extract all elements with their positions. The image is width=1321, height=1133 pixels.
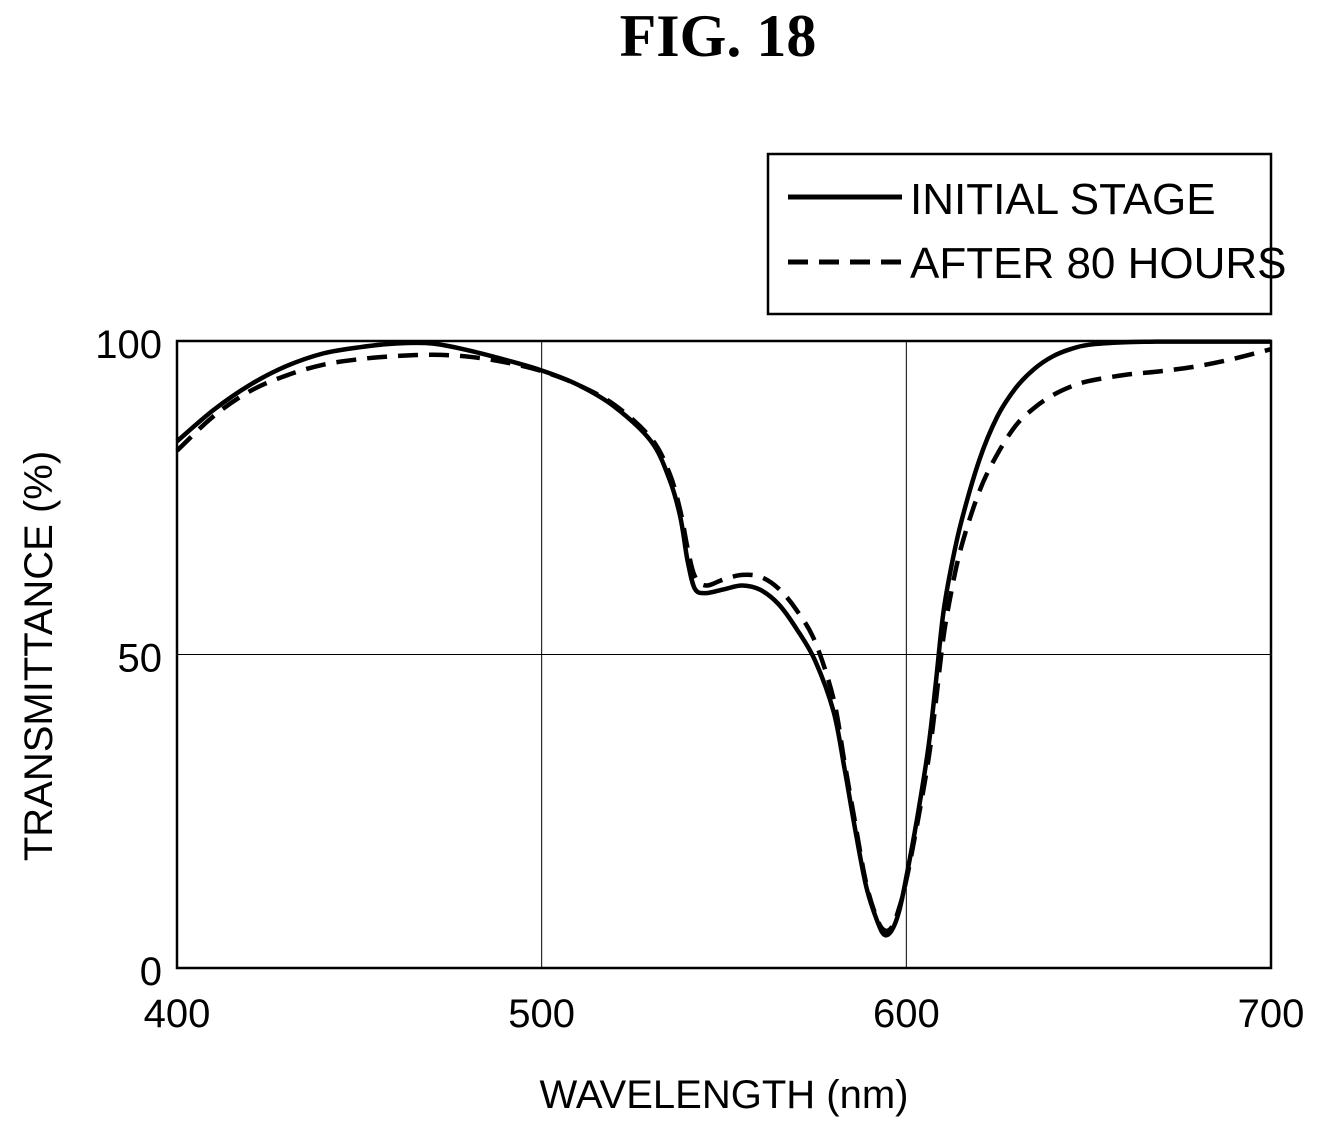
series-line-after-80-hours <box>175 347 1272 934</box>
grid-layer <box>177 341 1271 968</box>
x-axis-label: WAVELENGTH (nm) <box>540 1073 909 1117</box>
figure-title: FIG. 18 <box>619 3 817 69</box>
x-tick-label-600: 600 <box>873 992 940 1036</box>
x-tick-label-500: 500 <box>508 992 575 1036</box>
legend-label-initial-stage: INITIAL STAGE <box>910 175 1216 224</box>
series-line-initial-stage <box>175 339 1271 938</box>
legend-box <box>766 152 1273 316</box>
x-tick-label-400: 400 <box>144 992 211 1036</box>
plot-frame <box>175 339 1273 970</box>
series-layer <box>175 339 1272 938</box>
x-tick-label-700: 700 <box>1238 992 1305 1036</box>
legend: INITIAL STAGE AFTER 80 HOURS <box>766 152 1287 316</box>
y-tick-label-100: 100 <box>95 323 162 367</box>
y-tick-label-50: 50 <box>118 637 163 681</box>
legend-label-after-80-hours: AFTER 80 HOURS <box>910 239 1287 288</box>
tick-layer: 400 500 600 700 0 50 100 <box>95 323 1304 1036</box>
y-axis-label: TRANSMITTANCE (%) <box>17 451 61 861</box>
y-tick-label-0: 0 <box>140 950 162 994</box>
